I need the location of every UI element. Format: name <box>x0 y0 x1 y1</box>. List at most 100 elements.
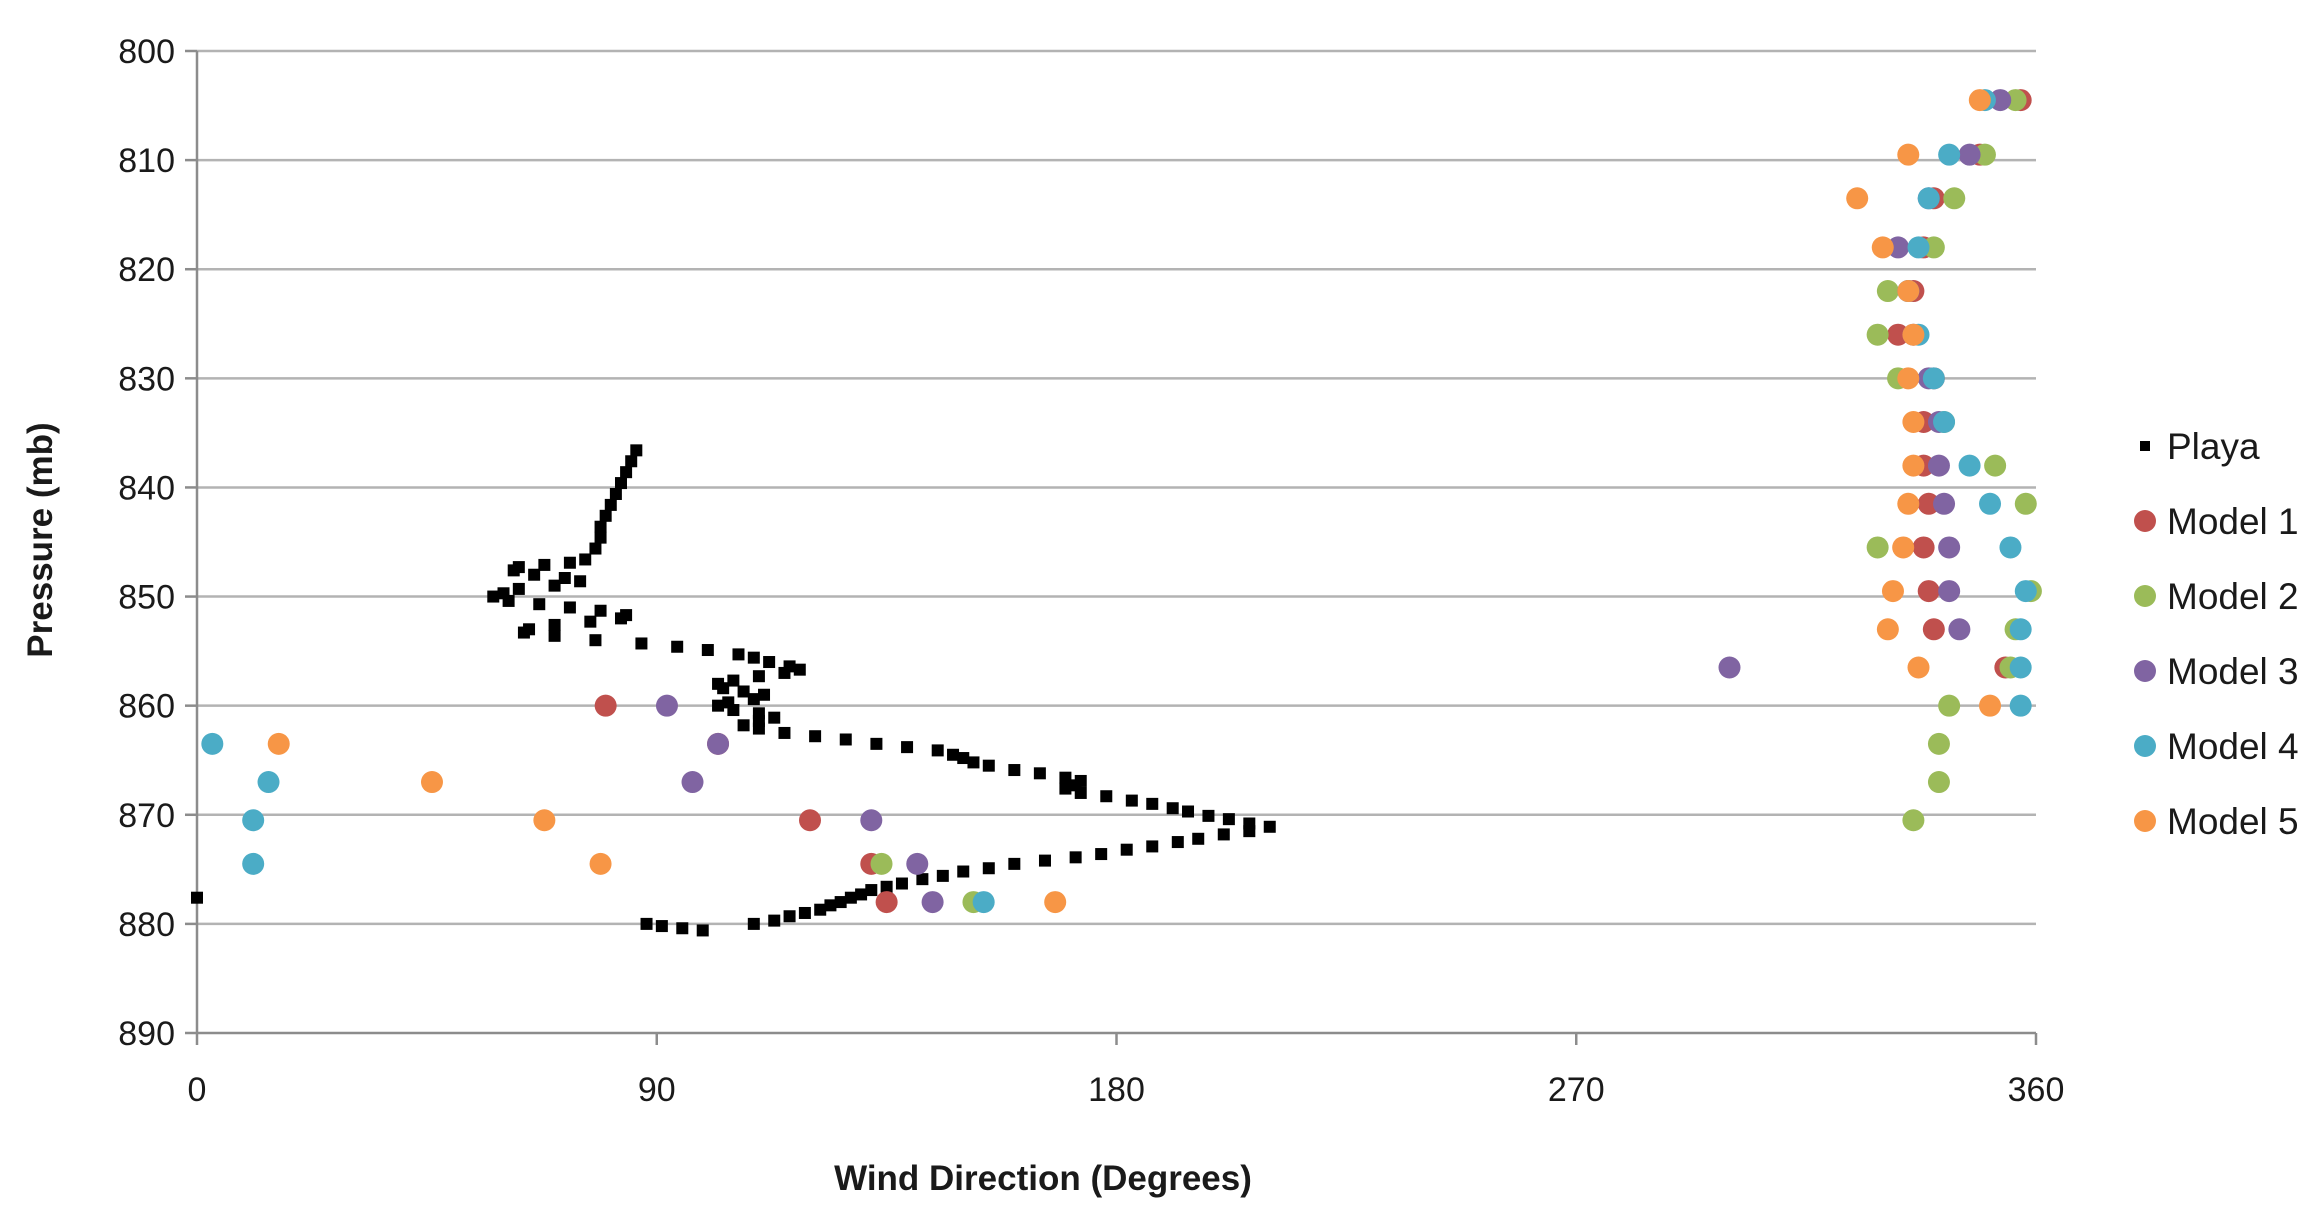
data-point <box>1069 851 1082 864</box>
data-point <box>747 693 760 706</box>
data-point <box>625 455 638 468</box>
data-point <box>548 579 561 592</box>
data-point <box>1902 410 1925 433</box>
data-point <box>267 732 290 755</box>
data-point <box>655 694 678 717</box>
x-tick-label: 90 <box>638 1071 676 1109</box>
data-point <box>599 509 612 522</box>
data-point <box>717 682 730 695</box>
data-point <box>1979 492 2002 515</box>
data-point <box>901 741 914 754</box>
data-point <box>655 920 668 933</box>
data-point <box>1902 323 1925 346</box>
data-point <box>906 852 929 875</box>
data-point <box>783 910 796 923</box>
data-point <box>860 809 883 832</box>
y-tick-label: 820 <box>118 251 175 289</box>
data-point <box>947 748 960 761</box>
data-point <box>1887 236 1910 259</box>
data-point <box>1938 694 1961 717</box>
data-point <box>1871 236 1894 259</box>
y-tick-label: 890 <box>118 1015 175 1053</box>
data-point <box>635 637 648 650</box>
y-tick-label: 840 <box>118 469 175 507</box>
data-point <box>1948 618 1971 641</box>
data-point <box>737 685 750 698</box>
y-tick-label: 800 <box>118 33 175 71</box>
data-point <box>1243 825 1256 838</box>
data-point <box>1192 832 1205 845</box>
legend-swatch <box>2134 660 2156 682</box>
data-point <box>257 771 280 794</box>
data-point <box>1222 813 1235 826</box>
data-point <box>1938 580 1961 603</box>
data-point <box>242 852 265 875</box>
data-point <box>747 917 760 930</box>
data-point <box>584 615 597 628</box>
legend-swatch <box>2134 585 2156 607</box>
data-point <box>967 756 980 769</box>
data-point <box>1202 809 1215 822</box>
data-point <box>1927 732 1950 755</box>
data-point <box>594 694 617 717</box>
data-point <box>1897 367 1920 390</box>
data-point <box>1074 786 1087 799</box>
data-point <box>1718 656 1741 679</box>
data-point <box>752 722 765 735</box>
data-point <box>1922 367 1945 390</box>
data-point <box>2014 492 2037 515</box>
legend-item: Model 1 <box>2134 501 2299 542</box>
data-point <box>2009 694 2032 717</box>
data-point <box>1892 536 1915 559</box>
data-point <box>1881 580 1904 603</box>
data-point <box>1917 492 1940 515</box>
data-point <box>895 877 908 890</box>
data-point <box>1059 782 1072 795</box>
data-point <box>839 733 852 746</box>
data-point <box>1999 536 2022 559</box>
data-point <box>671 640 684 653</box>
data-point <box>1217 828 1230 841</box>
data-point <box>1933 492 1956 515</box>
data-point <box>1907 236 1930 259</box>
data-point <box>594 520 607 533</box>
legend-label: Model 2 <box>2167 576 2299 617</box>
data-point <box>1171 836 1184 849</box>
legend-item: Model 4 <box>2134 726 2299 767</box>
data-point <box>1917 580 1940 603</box>
data-point <box>696 924 709 937</box>
data-point <box>814 903 827 916</box>
data-point <box>1984 454 2007 477</box>
data-point <box>834 896 847 909</box>
data-point <box>1897 143 1920 166</box>
data-point <box>732 648 745 661</box>
data-point <box>1933 410 1956 433</box>
data-point <box>793 663 806 676</box>
data-point <box>870 737 883 750</box>
data-point <box>589 852 612 875</box>
data-point <box>758 688 771 701</box>
data-point <box>865 884 878 897</box>
data-point <box>1263 820 1276 833</box>
data-point <box>502 594 515 607</box>
data-point <box>533 809 556 832</box>
x-tick-label: 0 <box>188 1071 207 1109</box>
data-point <box>1866 536 1889 559</box>
data-point <box>2004 89 2027 112</box>
data-point <box>1100 790 1113 803</box>
data-point <box>507 564 520 577</box>
data-point <box>1912 536 1935 559</box>
data-point <box>528 568 541 581</box>
series-model-3 <box>655 89 2012 914</box>
data-point <box>1887 323 1910 346</box>
data-point <box>676 922 689 935</box>
data-point <box>1146 797 1159 810</box>
data-point <box>809 730 822 743</box>
data-point <box>1897 492 1920 515</box>
x-tick-label: 360 <box>2008 1071 2065 1109</box>
data-point <box>548 618 561 631</box>
data-point <box>2009 618 2032 641</box>
legend-label: Model 5 <box>2167 801 2299 842</box>
data-point <box>1907 656 1930 679</box>
data-point <box>594 531 607 544</box>
